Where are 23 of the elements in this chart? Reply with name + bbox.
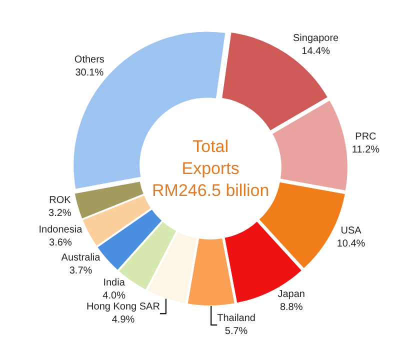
slice-label: Australia [61,252,101,264]
slice-label: Thailand [217,313,256,324]
data-label: 3.6% [49,237,72,248]
text: Total Exports RM246.5 billion [152,137,270,200]
data-label: 3.2% [48,208,72,220]
data-label: 30.1% [75,68,104,79]
slice-label: Hong Kong SAR [86,302,160,313]
slice-label: Indonesia [38,224,83,236]
slice-label: USA [340,225,362,236]
slice-label: PRC [355,132,376,143]
data-label: 3.7% [69,266,92,277]
data-label: 5.7% [224,326,248,338]
slice-label: Others [74,54,104,66]
data-label: 4.0% [102,290,126,302]
data-label: 4.9% [112,314,135,326]
data-label: 14.4% [302,46,330,58]
slice-label: Japan [278,289,305,300]
slice-label: Singapore [293,33,340,44]
data-label: 10.4% [336,238,366,250]
slice-label: ROK [49,195,72,206]
slice-label: India [103,278,126,289]
data-label: 8.8% [280,302,303,314]
data-label: 11.2% [352,144,380,156]
